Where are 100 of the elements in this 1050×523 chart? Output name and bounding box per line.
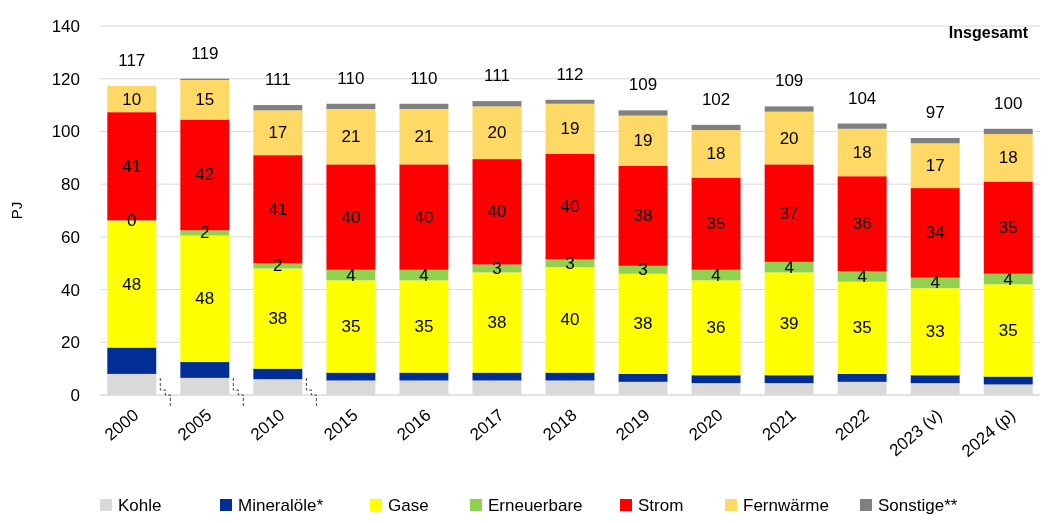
total-label: 110 bbox=[337, 68, 365, 88]
data-label: 36 bbox=[706, 318, 726, 338]
bar bbox=[399, 280, 449, 373]
bar bbox=[837, 123, 887, 129]
bar bbox=[764, 111, 814, 165]
data-label: 21 bbox=[414, 127, 434, 147]
y-tick-label: 140 bbox=[51, 17, 80, 36]
bar bbox=[472, 272, 522, 373]
bar bbox=[399, 109, 449, 165]
y-tick-label: 60 bbox=[61, 227, 80, 247]
data-label: 35 bbox=[998, 218, 1018, 238]
data-label: 20 bbox=[779, 128, 799, 148]
data-label: 4 bbox=[346, 265, 356, 285]
data-label: 18 bbox=[852, 143, 872, 163]
data-label: 38 bbox=[268, 309, 288, 329]
data-label: 20 bbox=[487, 123, 507, 143]
bar bbox=[910, 138, 960, 144]
bar bbox=[983, 181, 1033, 274]
data-label: 10 bbox=[122, 89, 142, 109]
total-label: 111 bbox=[264, 70, 291, 90]
bar bbox=[837, 373, 887, 382]
y-tick-label: 0 bbox=[70, 386, 80, 405]
bar bbox=[910, 188, 960, 278]
data-label: 4 bbox=[1003, 269, 1013, 289]
legend-label: Strom bbox=[638, 496, 684, 515]
data-label: 37 bbox=[779, 203, 799, 223]
data-label: 48 bbox=[122, 274, 142, 294]
data-label: 33 bbox=[925, 322, 945, 342]
y-tick-label: 100 bbox=[51, 122, 80, 142]
legend-label: Sonstige** bbox=[878, 496, 958, 515]
data-label: 40 bbox=[560, 310, 580, 330]
data-label: 41 bbox=[268, 199, 288, 219]
total-label: 102 bbox=[701, 89, 731, 109]
data-label: 17 bbox=[925, 156, 945, 176]
total-label: 110 bbox=[410, 68, 438, 88]
bar bbox=[545, 103, 595, 154]
bar bbox=[691, 130, 741, 178]
bar bbox=[764, 375, 814, 384]
bar bbox=[107, 347, 157, 374]
bar bbox=[399, 103, 449, 110]
bar bbox=[910, 288, 960, 376]
data-label: 38 bbox=[633, 314, 653, 334]
legend-label: Gase bbox=[388, 496, 429, 515]
data-label: 4 bbox=[419, 265, 429, 285]
data-label: 19 bbox=[633, 131, 653, 151]
data-label: 40 bbox=[560, 197, 580, 217]
bar bbox=[253, 368, 303, 380]
total-label: 97 bbox=[925, 103, 945, 123]
total-label: 100 bbox=[994, 93, 1023, 113]
y-tick-label: 20 bbox=[61, 333, 80, 353]
legend-label: Mineralöle* bbox=[238, 496, 324, 515]
data-label: 35 bbox=[341, 316, 361, 336]
bar bbox=[472, 372, 522, 381]
bar bbox=[983, 284, 1033, 377]
total-label: 111 bbox=[484, 66, 510, 86]
bar bbox=[837, 128, 887, 177]
bar bbox=[910, 375, 960, 384]
bar bbox=[983, 128, 1033, 135]
data-label: 35 bbox=[998, 320, 1018, 340]
bar bbox=[545, 99, 595, 104]
total-label: 109 bbox=[774, 71, 804, 91]
bar bbox=[837, 281, 887, 374]
data-label: 40 bbox=[341, 207, 361, 227]
y-tick-label: 120 bbox=[51, 69, 80, 89]
data-label: 4 bbox=[711, 265, 721, 285]
bar bbox=[180, 80, 230, 120]
data-label: 18 bbox=[706, 144, 726, 164]
bar bbox=[326, 164, 376, 270]
bar bbox=[545, 259, 595, 268]
data-label: 41 bbox=[122, 156, 142, 176]
bar bbox=[691, 375, 741, 384]
bar bbox=[253, 105, 303, 111]
data-label: 35 bbox=[852, 318, 872, 338]
data-label: 3 bbox=[565, 253, 575, 273]
data-label: 40 bbox=[414, 207, 434, 227]
bar bbox=[545, 267, 595, 373]
data-label: 4 bbox=[930, 273, 940, 293]
y-tick-label: 40 bbox=[61, 280, 80, 300]
bar bbox=[326, 280, 376, 373]
bar bbox=[472, 101, 522, 107]
total-label: 109 bbox=[628, 75, 658, 95]
data-label: 36 bbox=[852, 214, 872, 234]
bar bbox=[399, 372, 449, 381]
data-label: 42 bbox=[195, 165, 215, 185]
bar bbox=[691, 177, 741, 270]
bar bbox=[764, 272, 814, 376]
data-label: 15 bbox=[195, 90, 215, 110]
data-label: 4 bbox=[857, 266, 867, 286]
data-label: 38 bbox=[633, 206, 653, 226]
bar bbox=[837, 271, 887, 282]
data-label: 38 bbox=[487, 313, 507, 333]
total-label: 119 bbox=[191, 43, 219, 63]
y-tick-label: 80 bbox=[61, 175, 80, 195]
bar bbox=[618, 373, 668, 382]
bar bbox=[253, 110, 303, 156]
legend-label: Erneuerbare bbox=[488, 496, 583, 515]
bar bbox=[326, 103, 376, 110]
bar bbox=[618, 273, 668, 374]
bar bbox=[837, 176, 887, 272]
data-label: 48 bbox=[195, 289, 215, 309]
